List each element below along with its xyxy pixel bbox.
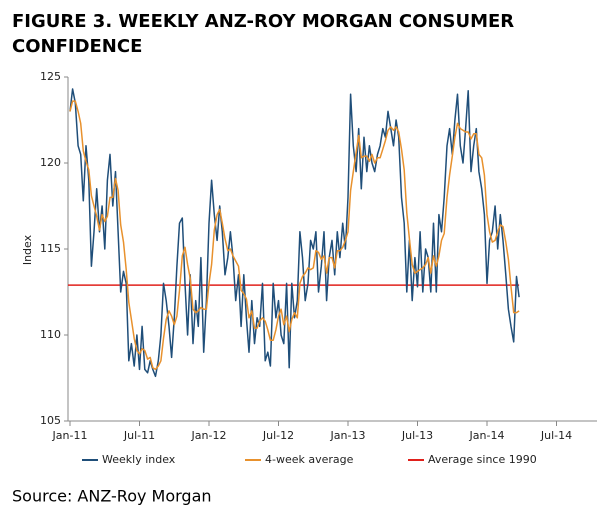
x-tick-label: Jan-12 (191, 429, 227, 442)
legend-label: Average since 1990 (428, 453, 537, 466)
series-line (69, 100, 520, 371)
x-tick-label: Jan-13 (330, 429, 366, 442)
x-tick-label: Jul-12 (262, 429, 294, 442)
y-tick-label: 125 (40, 70, 61, 83)
x-tick-label: Jul-14 (540, 429, 572, 442)
y-axis-label: Index (21, 234, 34, 265)
legend-label: 4-week average (265, 453, 354, 466)
chart-title: FIGURE 3. WEEKLY ANZ-ROY MORGAN CONSUMER (12, 11, 514, 32)
x-tick-label: Jan-11 (52, 429, 88, 442)
legend-label: Weekly index (102, 453, 176, 466)
chart-title: CONFIDENCE (12, 36, 142, 57)
series-line (69, 88, 520, 378)
x-tick-label: Jan-14 (469, 429, 505, 442)
y-tick-label: 120 (40, 156, 61, 169)
source: Source: ANZ-Roy Morgan (12, 487, 212, 506)
y-tick-label: 115 (40, 242, 61, 255)
x-tick-label: Jul-11 (123, 429, 155, 442)
x-tick-label: Jul-13 (401, 429, 433, 442)
y-tick-label: 105 (40, 414, 61, 427)
y-tick-label: 110 (40, 328, 61, 341)
